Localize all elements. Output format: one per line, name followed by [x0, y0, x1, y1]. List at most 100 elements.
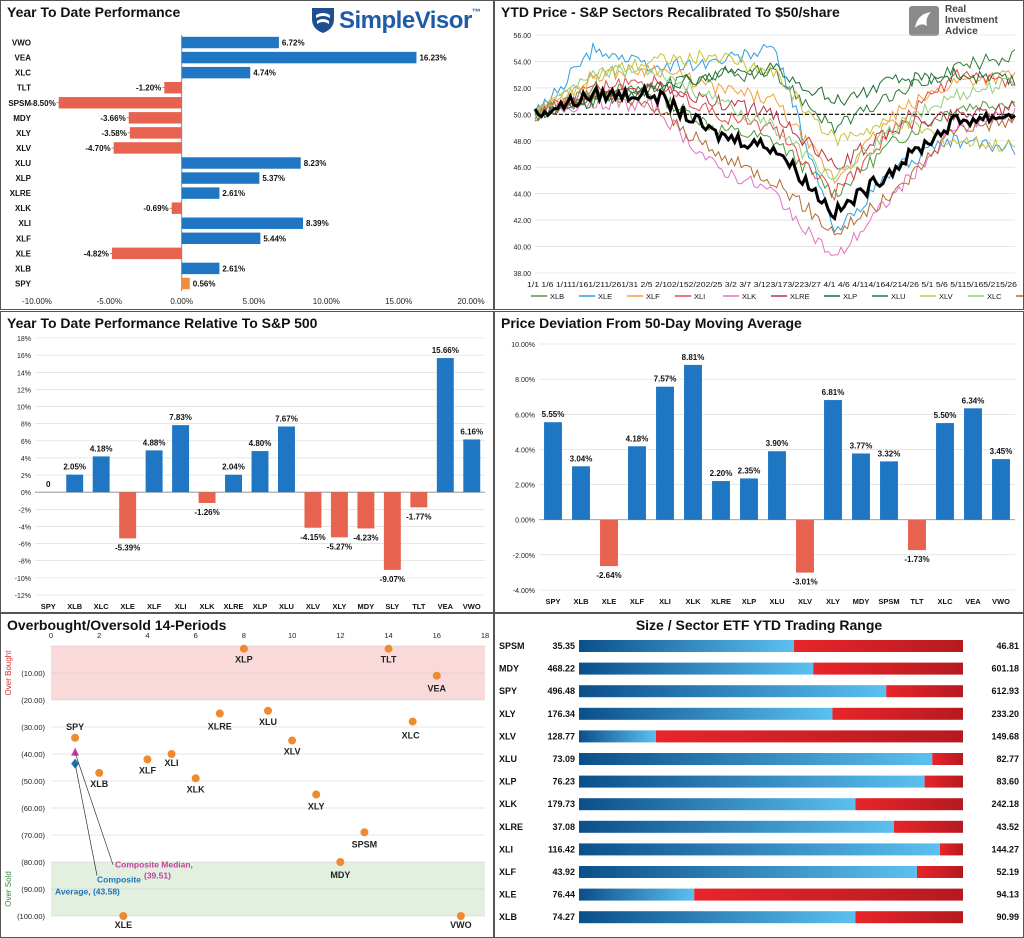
point-xlre [215, 709, 224, 718]
category-label: XLY [332, 602, 346, 611]
x-tick-label: 5.00% [243, 297, 266, 306]
y-tick-label: 40.00 [513, 245, 531, 252]
category-label: XLI [659, 597, 671, 606]
data-label: 4.74% [253, 69, 276, 78]
row-low: 116.42 [548, 844, 575, 854]
median-leader [74, 752, 114, 865]
range-chart: SPSM 35.35 46.81 MDY 468.22 601.18 SPY 496.48 61… [499, 640, 1019, 924]
overbought-oversold-panel: Overbought/Oversold 14-Periods (10.00) (2… [0, 613, 494, 938]
range-bar-low [579, 753, 933, 765]
row-low: 496.48 [547, 686, 575, 696]
bar [145, 450, 163, 493]
bar [181, 217, 304, 229]
data-label: 6.34% [962, 396, 985, 405]
point-label: VEA [428, 684, 447, 694]
point-vwo [456, 912, 465, 920]
category-label: VEA [15, 54, 32, 63]
data-label: 3.90% [766, 439, 789, 448]
data-label: 6.16% [460, 427, 483, 436]
row-label: XLI [499, 844, 513, 854]
bar [796, 519, 814, 573]
x-tick-label: 4 [145, 631, 149, 640]
point-label: XLY [308, 802, 325, 812]
range-bar-high [932, 753, 963, 765]
row-label: XLB [499, 912, 518, 922]
category-label: VWO [463, 602, 481, 611]
row-low: 73.09 [552, 754, 575, 764]
data-label: -2.64% [596, 571, 621, 580]
category-label: XLY [16, 129, 31, 138]
point-xlu [264, 706, 272, 715]
legend-label: XLE [598, 292, 612, 301]
range-bar-low [579, 662, 814, 675]
data-label: 4.80% [249, 439, 272, 448]
point-mdy [336, 858, 345, 866]
x-tick-label: 2 [97, 631, 101, 640]
row-high: 612.93 [991, 686, 1019, 696]
y-tick-label: 56.00 [513, 33, 531, 40]
range-bar-high [813, 662, 963, 675]
bar [383, 492, 401, 570]
category-label: XLE [602, 597, 617, 606]
point-xlc [408, 717, 417, 726]
data-label: 5.37% [262, 174, 285, 183]
category-label: XLV [16, 144, 32, 153]
data-label: -3.01% [792, 578, 817, 587]
data-label: 4.88% [143, 438, 166, 447]
bar [880, 461, 898, 520]
point-vea [432, 671, 441, 680]
point-label: XLF [139, 765, 157, 775]
shield-icon [312, 8, 334, 33]
bar [225, 474, 242, 493]
bar [66, 474, 84, 493]
y-tick-label: -4% [19, 524, 31, 531]
y-tick-label: 18% [17, 336, 31, 343]
y-tick-label: -4.00% [513, 588, 535, 595]
y-tick-label: (100.00) [17, 912, 45, 921]
bar [92, 456, 110, 493]
category-label: XLY [826, 597, 840, 606]
row-label: SPSM [499, 641, 525, 651]
y-tick-label: 46.00 [513, 165, 531, 172]
data-label: 2.61% [222, 189, 245, 198]
category-label: XLI [19, 219, 31, 228]
row-high: 90.99 [996, 912, 1019, 922]
data-label: 5.44% [263, 234, 286, 243]
range-bar-low [579, 707, 833, 720]
category-label: MDY [13, 114, 31, 123]
category-label: XLU [15, 159, 31, 168]
category-label: XLK [686, 597, 702, 606]
point-xlb [95, 768, 104, 777]
data-label: 7.57% [654, 375, 677, 384]
point-xlk [191, 774, 200, 783]
bar [181, 277, 190, 290]
row-label: SPY [499, 686, 517, 696]
point-spy [71, 733, 80, 742]
data-label: 3.04% [570, 454, 593, 463]
y-tick-label: 2.00% [515, 483, 535, 490]
y-tick-label: (50.00) [21, 777, 45, 786]
x-tick-label: -10.00% [22, 297, 52, 306]
row-label: XLU [499, 754, 517, 764]
bar [128, 112, 182, 124]
y-tick-label: 38.00 [513, 271, 531, 278]
data-label: -1.20% [136, 84, 161, 93]
bar [304, 492, 322, 528]
point-label: XLRE [208, 722, 232, 732]
row-high: 144.27 [991, 844, 1019, 854]
legend-label: XLRE [790, 292, 810, 301]
row-label: XLP [499, 777, 517, 787]
ytd-price-panel: YTD Price - S&P Sectors Recalibrated To … [494, 0, 1024, 310]
legend-label: XLK [742, 292, 756, 301]
point-label: VWO [450, 920, 472, 930]
category-label: XLE [15, 249, 31, 258]
bar [357, 492, 375, 529]
row-low: 37.08 [552, 822, 575, 832]
point-label: SPY [66, 722, 84, 732]
data-label: 4.18% [626, 434, 649, 443]
row-high: 82.77 [996, 754, 1019, 764]
median-label-1: Composite Median, [115, 860, 193, 870]
bar [164, 81, 182, 94]
rel-title: Year To Date Performance Relative To S&P… [7, 315, 318, 331]
range-bar-low [579, 685, 887, 698]
